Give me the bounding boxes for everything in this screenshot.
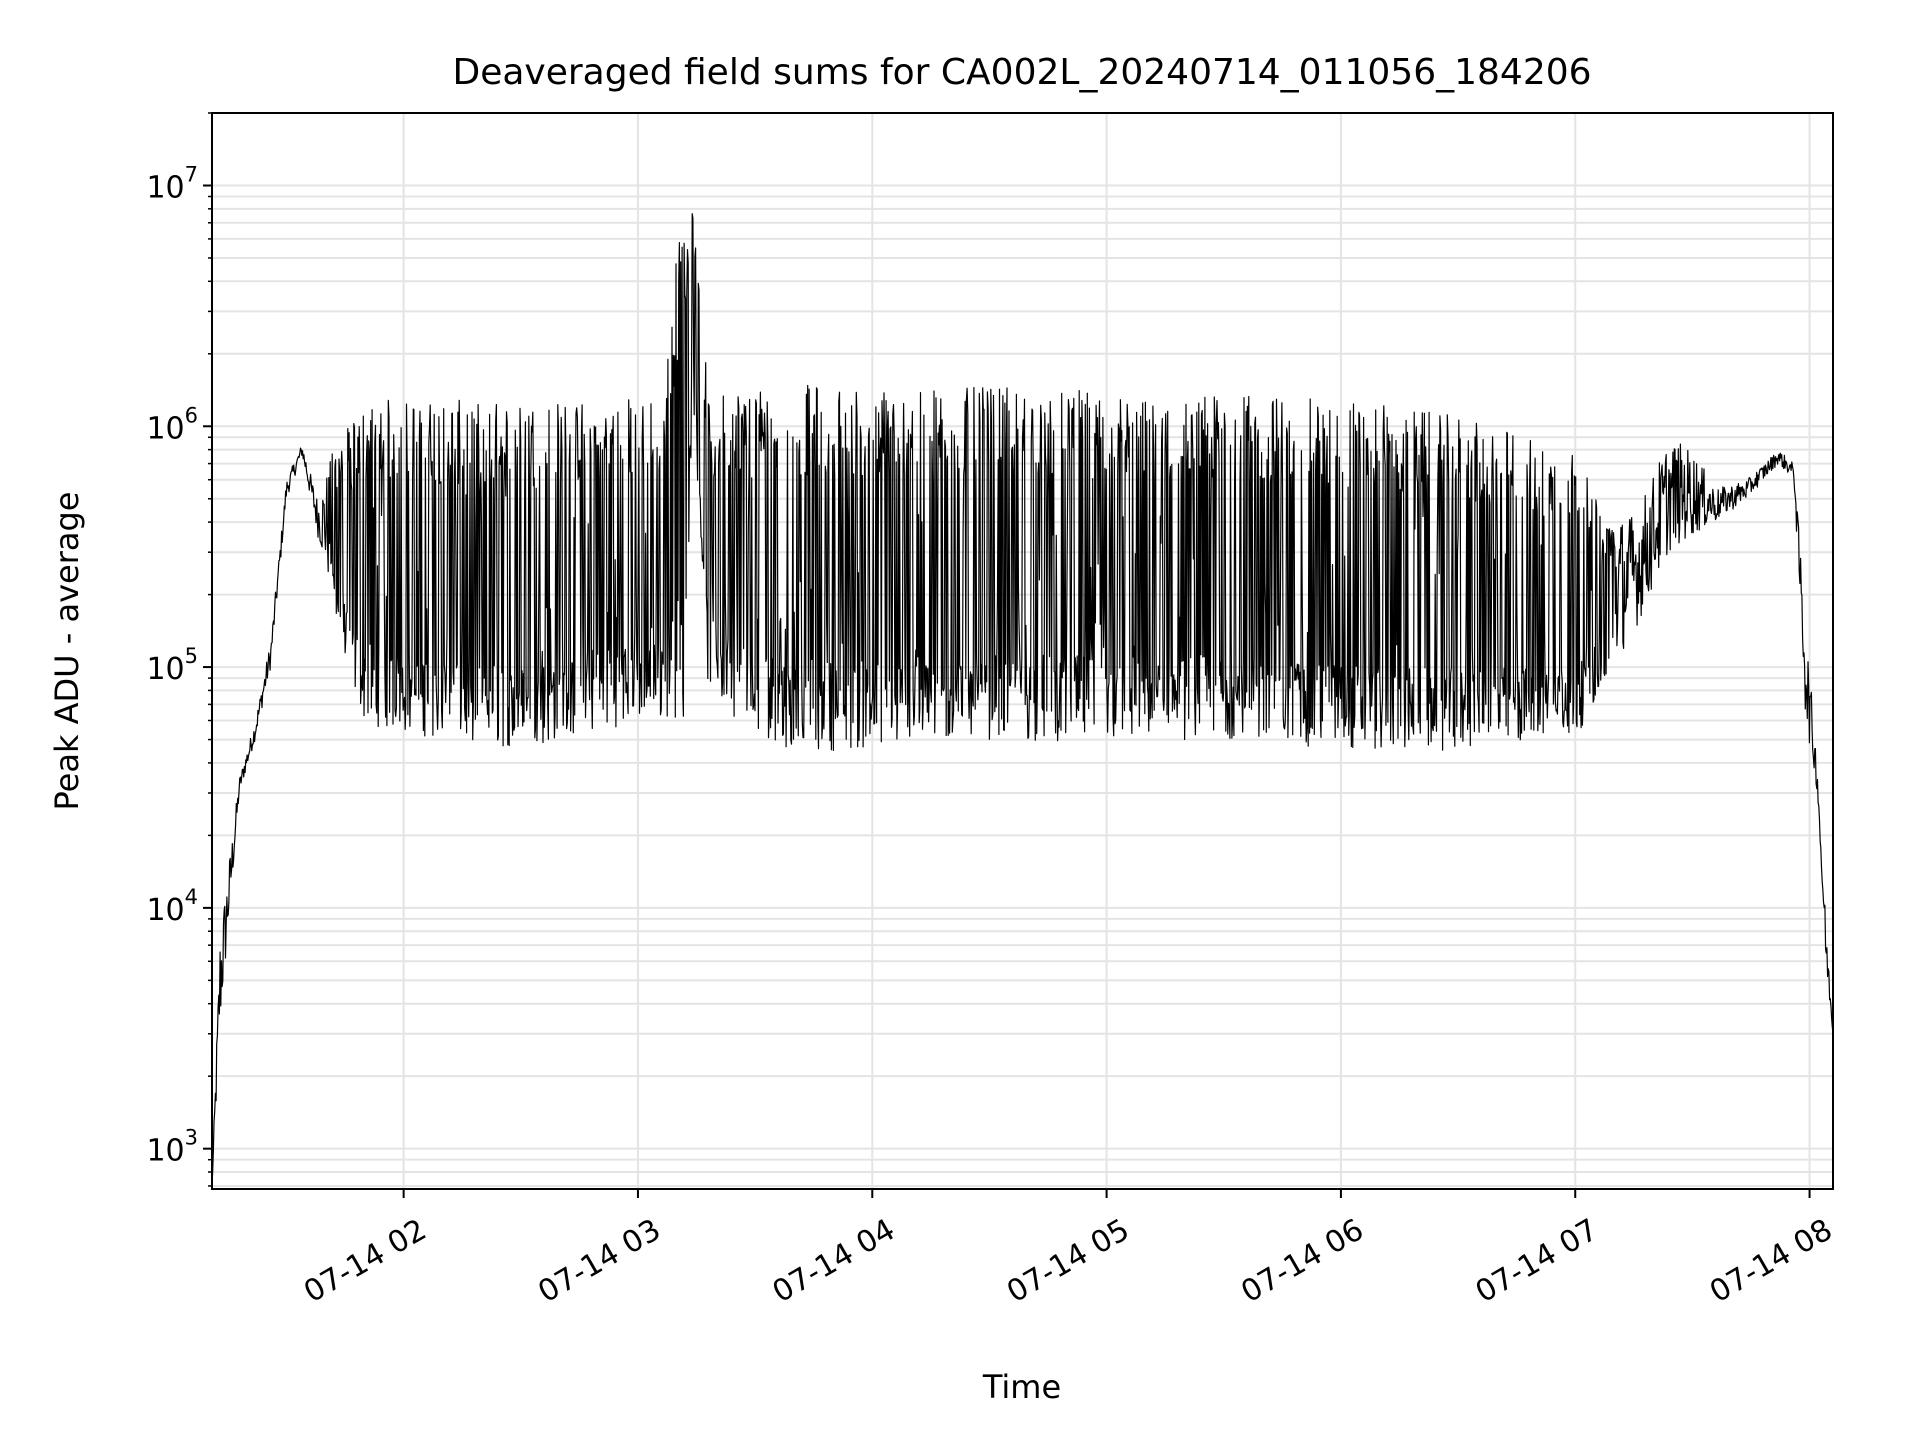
y-tick-label: 106 xyxy=(146,403,198,446)
y-axis-label: Peak ADU - average xyxy=(48,492,86,811)
series-line xyxy=(211,213,1834,1187)
y-tick-label: 107 xyxy=(146,162,198,205)
chart-title: Deaveraged field sums for CA002L_2024071… xyxy=(452,52,1591,93)
y-tick-label: 103 xyxy=(146,1126,198,1169)
y-tick-label: 105 xyxy=(146,644,198,687)
series-group xyxy=(211,213,1834,1187)
plot-frame xyxy=(211,112,1834,1190)
y-tick-label: 104 xyxy=(146,885,198,928)
x-axis-label: Time xyxy=(982,1368,1061,1406)
